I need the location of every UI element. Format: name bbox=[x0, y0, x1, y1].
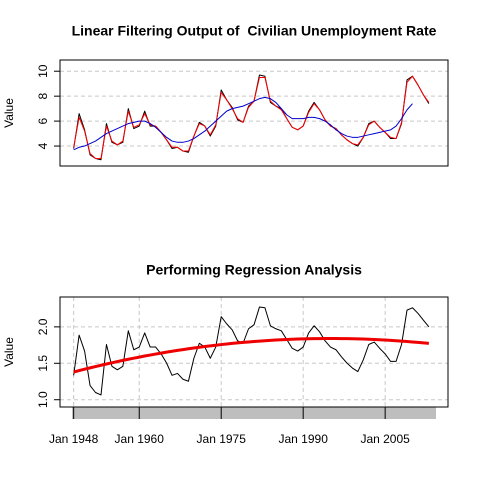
x-tick-label: Jan 1960 bbox=[115, 432, 165, 446]
series-line bbox=[73, 306, 430, 396]
y-tick-label: 10 bbox=[36, 64, 50, 78]
chart-title: Linear Filtering Output of Civilian Unem… bbox=[72, 23, 437, 39]
x-tick-label: Jan 1975 bbox=[197, 432, 247, 446]
time-band bbox=[72, 407, 436, 419]
y-axis-label: Value bbox=[2, 337, 16, 367]
y-tick-label: 8 bbox=[36, 93, 50, 100]
series-line bbox=[73, 75, 430, 160]
y-tick-label: 1.0 bbox=[36, 391, 50, 408]
x-tick-label: Jan 1948 bbox=[49, 432, 99, 446]
y-tick-label: 2.0 bbox=[36, 318, 50, 335]
plot-frame bbox=[59, 296, 449, 408]
series-line bbox=[73, 337, 430, 374]
y-axis-label: Value bbox=[2, 98, 16, 128]
x-tick-label: Jan 1990 bbox=[278, 432, 328, 446]
y-tick-label: 1.5 bbox=[36, 355, 50, 372]
y-tick-label: 4 bbox=[36, 142, 50, 149]
plot-frame bbox=[59, 59, 449, 167]
x-tick-label: Jan 2005 bbox=[360, 432, 410, 446]
y-tick-label: 6 bbox=[36, 117, 50, 124]
chart-title: Performing Regression Analysis bbox=[146, 262, 362, 278]
series-line bbox=[73, 96, 413, 151]
